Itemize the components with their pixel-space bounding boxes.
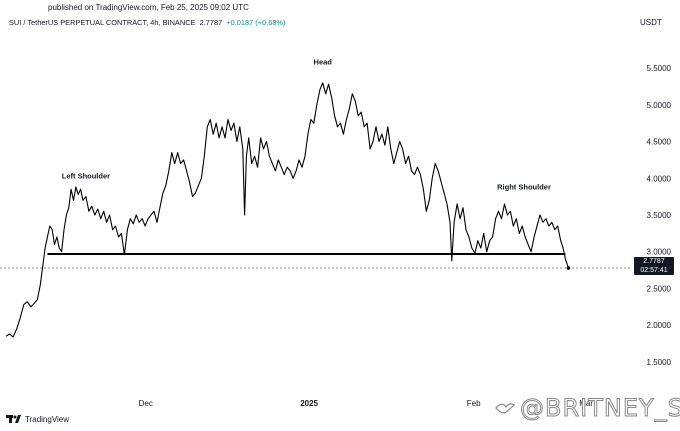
symbol-info: SUI / TetherUS PERPETUAL CONTRACT, 4h, B… xyxy=(9,18,285,27)
y-tick-label: 5.5000 xyxy=(647,64,672,73)
tradingview-brand: TradingView xyxy=(25,414,70,424)
currency-label: USDT xyxy=(640,18,662,27)
watermark: @BRITNEY_S xyxy=(494,394,680,423)
y-tick-label: 2.0000 xyxy=(647,321,672,330)
x-tick-label: Mar xyxy=(579,399,593,408)
y-tick-label: 3.0000 xyxy=(647,248,672,257)
x-axis: Dec 2025 Feb Mar xyxy=(139,399,594,408)
current-price: 2.7787 xyxy=(199,18,223,27)
tradingview-logo-icon xyxy=(6,415,21,423)
price-tag-price: 2.7787 xyxy=(643,258,665,265)
y-axis: 1.5000 2.0000 2.5000 3.0000 3.5000 4.0000 4.50… xyxy=(647,64,672,367)
x-tick-label: 2025 xyxy=(300,399,318,408)
tradingview-logo[interactable]: TradingView xyxy=(6,414,69,424)
bird-icon xyxy=(495,403,515,414)
price-tag: 2.7787 02:57:41 xyxy=(634,257,674,275)
annotation-label: Head xyxy=(314,57,333,66)
x-tick-label: Feb xyxy=(467,399,481,408)
y-tick-label: 3.5000 xyxy=(647,211,672,220)
symbol-name: SUI / TetherUS PERPETUAL CONTRACT, 4h, B… xyxy=(9,18,196,27)
x-tick-label: Dec xyxy=(139,399,153,408)
last-price-dot xyxy=(566,266,571,270)
y-tick-label: 2.5000 xyxy=(647,284,672,293)
pattern-annotations: Left Shoulder Head Right Shoulder xyxy=(62,57,551,191)
price-series-line xyxy=(5,82,569,338)
y-tick-label: 5.0000 xyxy=(647,101,672,110)
annotation-label: Left Shoulder xyxy=(62,171,110,180)
price-change: +0.0187 (+0.68%) xyxy=(226,18,286,27)
annotation-label: Right Shoulder xyxy=(497,182,551,191)
published-text: published on TradingView.com, Feb 25, 20… xyxy=(48,3,249,12)
price-tag-countdown: 02:57:41 xyxy=(640,267,668,274)
y-tick-label: 4.5000 xyxy=(647,138,672,147)
watermark-text: @BRITNEY_S xyxy=(520,394,680,423)
y-tick-label: 1.5000 xyxy=(647,358,672,367)
y-tick-label: 4.0000 xyxy=(647,174,672,183)
